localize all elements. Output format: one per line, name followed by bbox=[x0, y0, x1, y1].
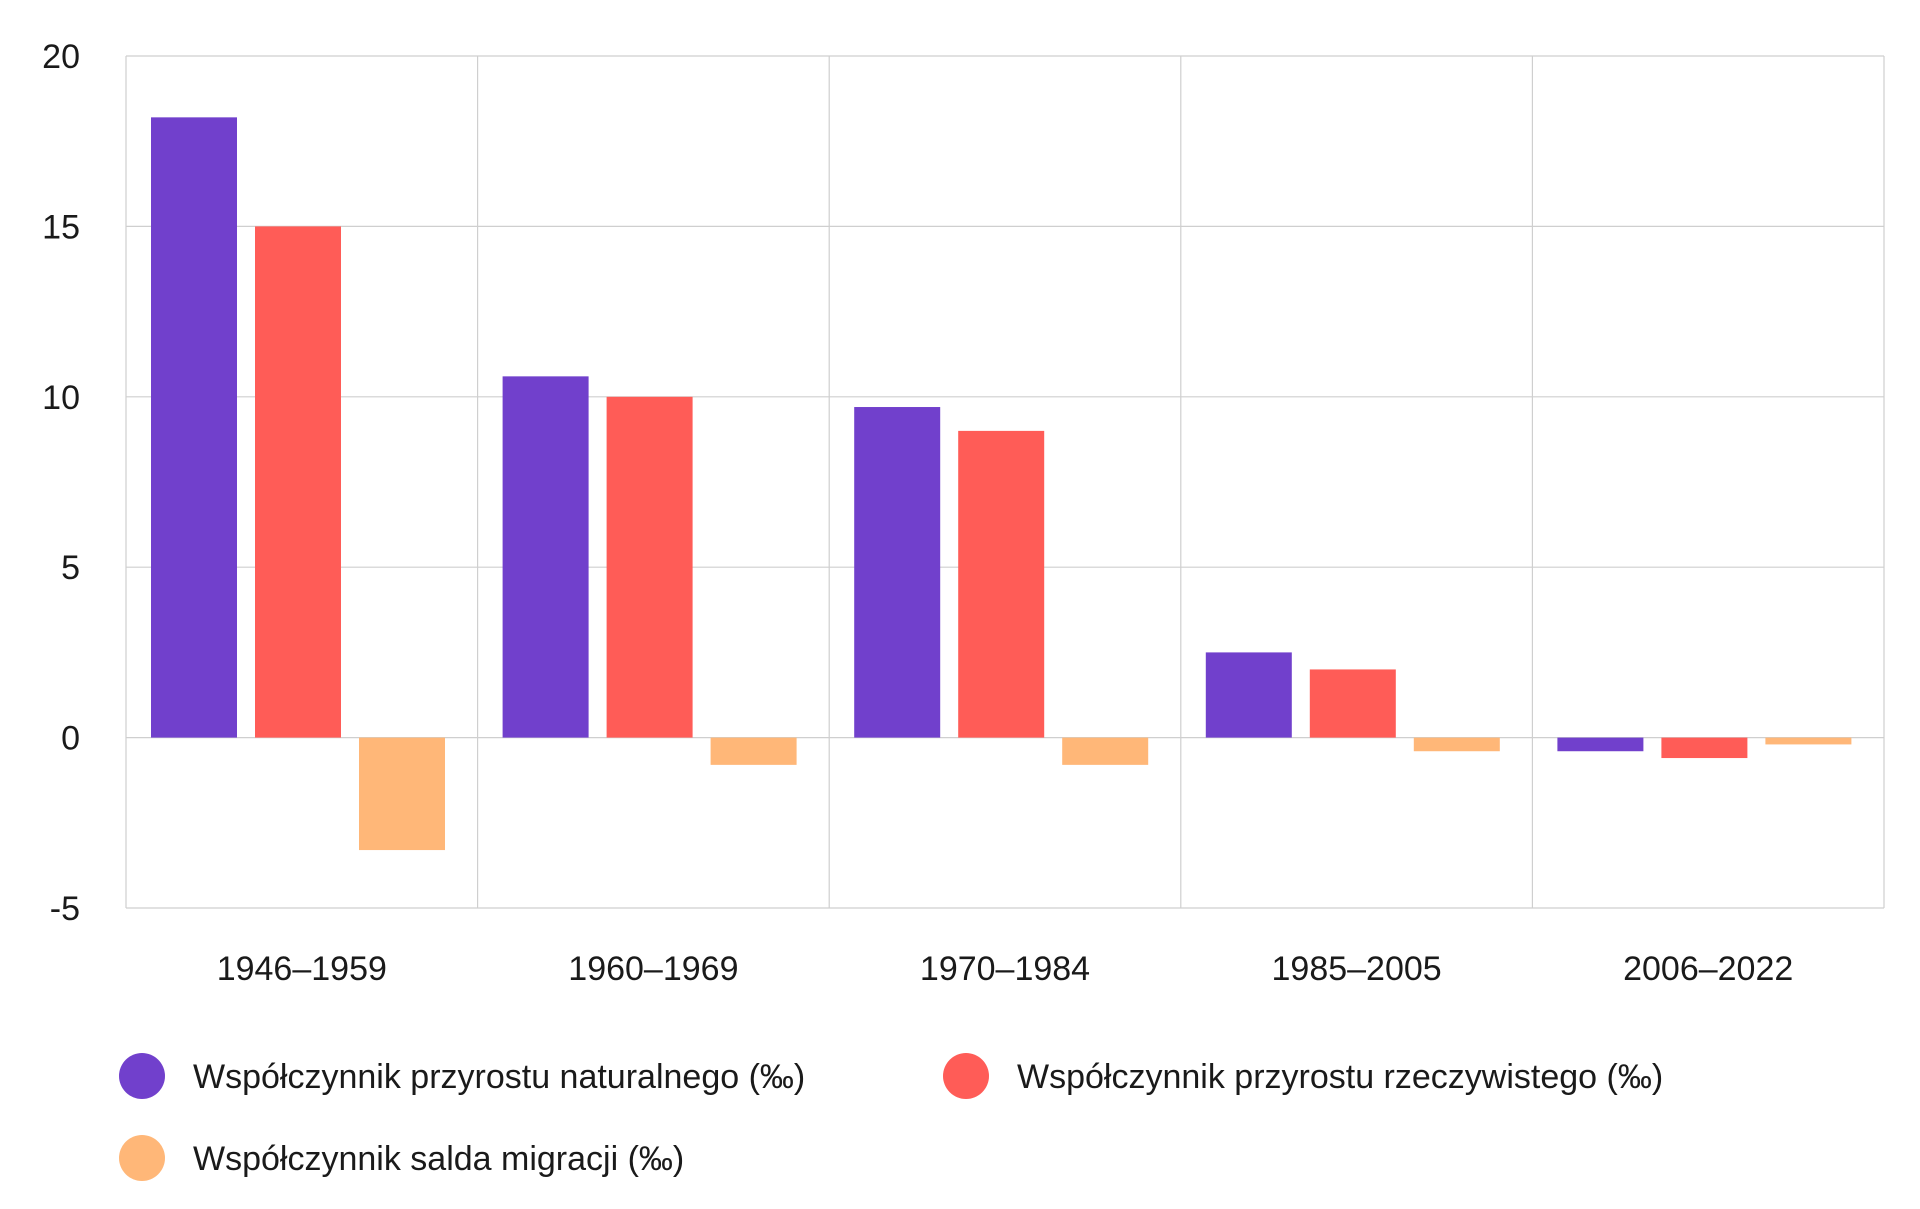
bar-series-1-cat-3 bbox=[854, 407, 941, 738]
x-axis: 1946–1959 1960–1969 1970–1984 1985–2005 2006… bbox=[217, 950, 1794, 988]
bar-series-1-cat-5 bbox=[1557, 737, 1644, 752]
y-axis: 20 15 10 5 0 -5 bbox=[42, 38, 80, 928]
legend-label-2: Współczynnik przyrostu rzeczywistego (‰) bbox=[1017, 1058, 1663, 1096]
bar-series-2-cat-1 bbox=[255, 226, 341, 738]
y-tick-label: 5 bbox=[61, 549, 80, 587]
bar-series-2-cat-4 bbox=[1309, 669, 1396, 738]
legend-swatch-1 bbox=[119, 1053, 165, 1099]
bar-series-3-cat-1 bbox=[359, 737, 445, 851]
y-tick-label: 15 bbox=[42, 208, 80, 246]
x-tick-label: 1985–2005 bbox=[1272, 950, 1442, 988]
x-tick-label: 1970–1984 bbox=[920, 950, 1090, 988]
bar-series-3-cat-2 bbox=[710, 737, 797, 765]
x-tick-label: 1960–1969 bbox=[568, 950, 738, 988]
bar-series-3-cat-5 bbox=[1765, 737, 1852, 745]
bar-series-1-cat-2 bbox=[502, 376, 589, 738]
y-tick-label: 0 bbox=[61, 720, 80, 758]
legend-label-1: Współczynnik przyrostu naturalnego (‰) bbox=[193, 1058, 805, 1096]
bars bbox=[151, 117, 1852, 851]
bar-series-1-cat-1 bbox=[151, 117, 237, 738]
bar-series-3-cat-4 bbox=[1413, 737, 1500, 752]
y-tick-label: -5 bbox=[50, 890, 80, 928]
x-tick-label: 1946–1959 bbox=[217, 950, 387, 988]
y-tick-label: 10 bbox=[42, 379, 80, 417]
legend-label-3: Współczynnik salda migracji (‰) bbox=[193, 1140, 684, 1178]
bar-series-2-cat-5 bbox=[1661, 737, 1748, 759]
legend-swatch-2 bbox=[943, 1053, 989, 1099]
bar-series-3-cat-3 bbox=[1062, 737, 1149, 765]
bar-series-2-cat-2 bbox=[606, 396, 693, 738]
x-tick-label: 2006–2022 bbox=[1623, 950, 1793, 988]
bar-series-2-cat-3 bbox=[958, 430, 1045, 738]
bar-series-1-cat-4 bbox=[1205, 652, 1292, 738]
legend-swatch-3 bbox=[119, 1135, 165, 1181]
y-tick-label: 20 bbox=[42, 38, 80, 76]
legend: Współczynnik przyrostu naturalnego (‰) Ws… bbox=[119, 1053, 1663, 1181]
